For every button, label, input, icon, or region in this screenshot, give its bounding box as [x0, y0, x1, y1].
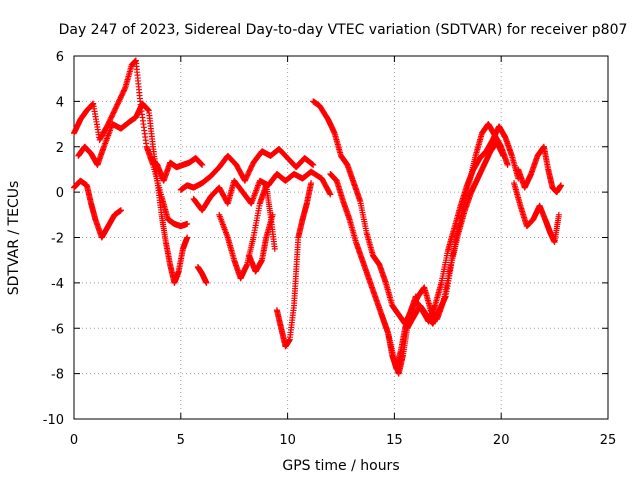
x-tick-label: 25 — [600, 433, 617, 448]
data-point — [310, 161, 317, 168]
series-track-3 — [75, 100, 191, 286]
data-point — [558, 182, 565, 189]
x-tick-label: 20 — [493, 433, 510, 448]
data-point — [555, 211, 562, 218]
series-track-1 — [71, 177, 124, 241]
x-tick-label: 10 — [279, 433, 296, 448]
x-axis-label: GPS time / hours — [282, 458, 399, 474]
series-track-8 — [194, 263, 210, 286]
y-tick-label: -8 — [51, 368, 64, 383]
data-point — [117, 207, 124, 214]
x-tick-label: 5 — [177, 433, 185, 448]
x-tick-label: 15 — [386, 433, 403, 448]
series-track-10 — [273, 180, 315, 350]
data-markers — [71, 57, 565, 377]
plot-frame — [73, 55, 609, 420]
y-tick-label: -6 — [51, 322, 64, 337]
x-tick-labels: 0 5 10 15 20 25 — [70, 433, 616, 448]
data-point — [203, 279, 210, 286]
data-point — [269, 211, 276, 218]
data-point — [184, 220, 191, 227]
data-point — [199, 161, 206, 168]
y-tick-label: -10 — [43, 413, 64, 428]
series-track-4 — [147, 155, 206, 184]
y-tick-label: 2 — [56, 141, 64, 156]
series-track-15 — [511, 180, 562, 246]
x-tick-label: 0 — [70, 433, 78, 448]
data-point — [500, 152, 507, 159]
y-tick-labels: -10 -8 -6 -4 -2 0 2 4 6 — [43, 50, 64, 428]
series-track-11 — [310, 98, 511, 327]
gridlines — [73, 55, 609, 420]
y-tick-label: 4 — [56, 95, 64, 110]
data-point — [308, 180, 315, 187]
y-axis-label: SDTVAR / TECUs — [6, 181, 22, 296]
data-point — [184, 234, 191, 241]
data-point — [504, 161, 511, 168]
data-point — [326, 190, 333, 197]
data-point — [327, 191, 334, 198]
series-track-9 — [246, 211, 276, 275]
series-track-5 — [177, 146, 317, 193]
y-tick-label: -2 — [51, 232, 64, 247]
y-tick-label: 6 — [56, 50, 64, 65]
y-tick-label: 0 — [56, 186, 64, 201]
data-point — [271, 245, 278, 252]
chart-title: Day 247 of 2023, Sidereal Day-to-day VTE… — [59, 22, 628, 38]
data-point — [121, 86, 128, 93]
series-track-13 — [378, 293, 419, 373]
series-track-16 — [515, 143, 565, 196]
series-track-12 — [327, 139, 507, 377]
y-tick-label: -4 — [51, 277, 64, 292]
